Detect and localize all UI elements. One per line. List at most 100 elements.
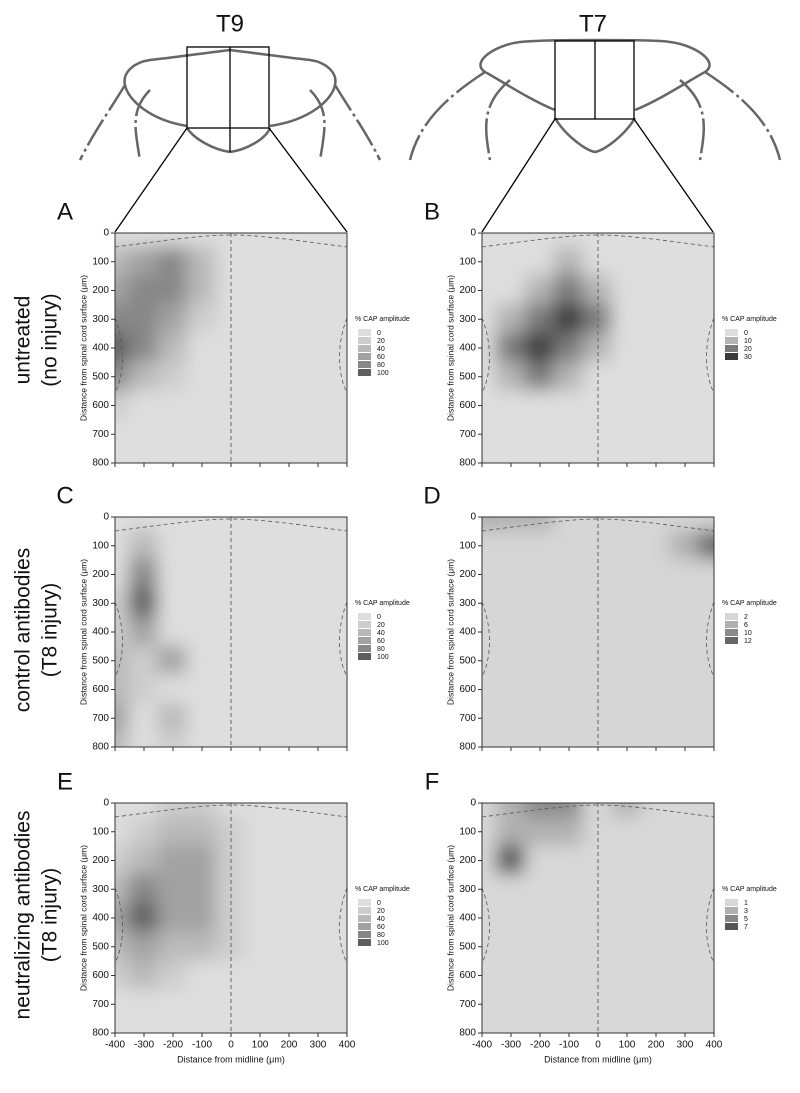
contour-cell bbox=[482, 517, 498, 533]
contour-cell bbox=[698, 418, 714, 450]
contour-cell bbox=[273, 303, 305, 335]
contour-cell bbox=[524, 1017, 556, 1033]
contour-cell bbox=[244, 873, 276, 905]
contour-cell bbox=[669, 845, 701, 876]
y-tick-label: 800 bbox=[92, 458, 109, 469]
legend-swatch bbox=[358, 653, 371, 660]
contour-cell bbox=[611, 816, 643, 848]
contour-cell bbox=[157, 645, 189, 677]
legend-label: 0 bbox=[377, 614, 381, 621]
y-tick-label: 800 bbox=[459, 458, 476, 469]
contour-cell bbox=[186, 361, 218, 393]
y-tick-label: 700 bbox=[92, 429, 109, 440]
diagram-title: T9 bbox=[216, 10, 244, 37]
contour-cell bbox=[582, 731, 614, 747]
contour-cell bbox=[698, 390, 714, 421]
contour-cell bbox=[115, 902, 131, 934]
x-tick-label: -100 bbox=[192, 1040, 212, 1051]
contour-cell bbox=[302, 988, 334, 1020]
contour-cell bbox=[611, 873, 643, 905]
y-tick-label: 600 bbox=[92, 970, 109, 981]
contour-cell bbox=[115, 645, 131, 677]
y-tick-label: 200 bbox=[459, 855, 476, 866]
y-tick-label: 500 bbox=[92, 941, 109, 952]
contour-cell bbox=[669, 559, 701, 590]
contour-cell bbox=[186, 418, 218, 450]
contour-cell bbox=[611, 418, 643, 450]
contour-cell bbox=[482, 816, 498, 848]
contour-cell bbox=[302, 674, 334, 705]
contour-cell bbox=[640, 816, 672, 848]
row-label: (T8 injury) bbox=[39, 583, 62, 678]
cord-outline bbox=[482, 804, 714, 964]
contour-cell bbox=[186, 931, 218, 963]
legend-swatch bbox=[358, 361, 371, 368]
contour-cell bbox=[524, 587, 556, 619]
contour-cell bbox=[244, 530, 276, 562]
contour-cell bbox=[495, 332, 527, 364]
contour-cell bbox=[482, 361, 498, 393]
contour-cell bbox=[244, 988, 276, 1020]
contour-cell bbox=[640, 361, 672, 393]
contour-cell bbox=[640, 246, 672, 278]
contour-cell bbox=[640, 731, 672, 747]
contour-cell bbox=[128, 587, 160, 619]
contour-cell bbox=[244, 233, 276, 249]
contour-cell bbox=[115, 988, 131, 1020]
y-tick-label: 200 bbox=[459, 285, 476, 296]
legend-label: 0 bbox=[377, 900, 381, 907]
legend-title: % CAP amplitude bbox=[722, 600, 777, 607]
x-axis-label: Distance from midline (μm) bbox=[177, 1054, 285, 1064]
contour-cell bbox=[698, 559, 714, 590]
legend-swatch bbox=[358, 915, 371, 922]
contour-cell bbox=[553, 1017, 585, 1033]
contour-cell bbox=[157, 275, 189, 306]
contour-cell bbox=[115, 530, 131, 562]
y-axis-label: Distance from spinal cord surface (μm) bbox=[445, 275, 455, 421]
contour-cells bbox=[115, 803, 347, 1033]
contour-cell bbox=[640, 845, 672, 876]
contour-cell bbox=[611, 559, 643, 590]
contour-cell bbox=[553, 988, 585, 1020]
legend-label: 80 bbox=[377, 646, 385, 653]
x-tick-label: 100 bbox=[619, 1040, 636, 1051]
contour-cell bbox=[669, 902, 701, 934]
legend-label: 100 bbox=[377, 370, 389, 377]
contour-cell bbox=[331, 803, 347, 819]
cord-outline bbox=[115, 518, 347, 678]
contour-cell bbox=[669, 246, 701, 278]
contour-cell bbox=[611, 530, 643, 562]
contour-cell bbox=[495, 530, 527, 562]
contour-cell bbox=[611, 988, 643, 1020]
contour-cell bbox=[640, 873, 672, 905]
contour-cells bbox=[482, 803, 714, 1033]
legend-label: 7 bbox=[744, 924, 748, 931]
contour-cell bbox=[482, 587, 498, 619]
y-tick-label: 500 bbox=[92, 371, 109, 382]
legend-swatch bbox=[358, 923, 371, 930]
contour-cell bbox=[244, 587, 276, 619]
contour-cell bbox=[669, 816, 701, 848]
contour-cell bbox=[640, 559, 672, 590]
contour-cell bbox=[611, 702, 643, 734]
contour-cell bbox=[157, 418, 189, 450]
legend-title: % CAP amplitude bbox=[722, 886, 777, 893]
contour-cell bbox=[331, 246, 347, 278]
contour-cell bbox=[482, 988, 498, 1020]
contour-cell bbox=[115, 845, 131, 876]
contour-cell bbox=[482, 390, 498, 421]
contour-cell bbox=[273, 616, 305, 648]
contour-cell bbox=[273, 246, 305, 278]
contour-cell bbox=[698, 275, 714, 306]
y-tick-label: 800 bbox=[92, 742, 109, 753]
cord-outline bbox=[115, 234, 347, 394]
contour-cell bbox=[273, 816, 305, 848]
contour-cell bbox=[331, 275, 347, 306]
contour-cell bbox=[524, 960, 556, 991]
contour-cell bbox=[669, 731, 701, 747]
contour-cell bbox=[128, 390, 160, 421]
contour-cell bbox=[302, 390, 334, 421]
contour-cell bbox=[331, 390, 347, 421]
contour-cell bbox=[524, 816, 556, 848]
row-label: (T8 injury) bbox=[39, 868, 62, 963]
